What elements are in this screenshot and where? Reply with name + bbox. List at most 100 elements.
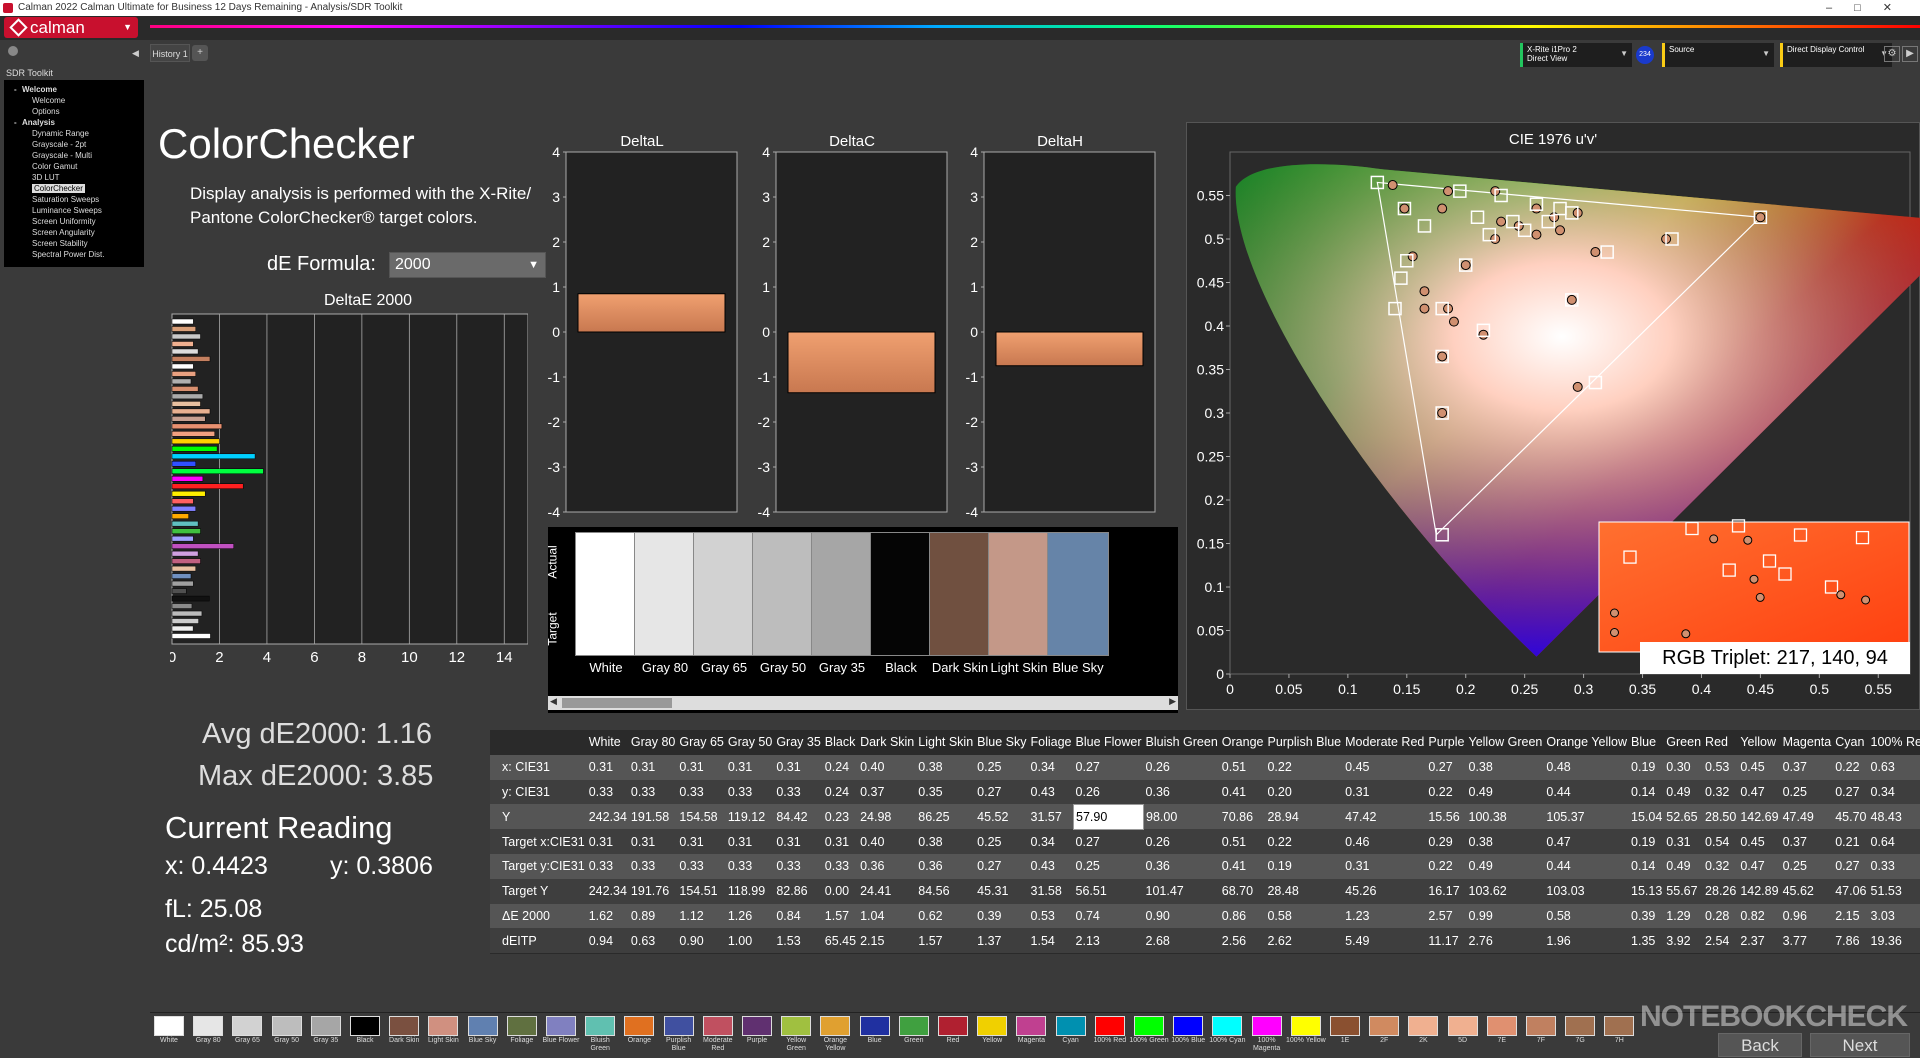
bottom-swatch[interactable]	[506, 1016, 537, 1036]
nav-item[interactable]: Screen Angularity	[4, 227, 144, 238]
settings-icon[interactable]: ⚙	[1884, 46, 1900, 62]
table-cell: 0.45	[1740, 834, 1765, 849]
bottom-swatch[interactable]	[1251, 1016, 1282, 1036]
scroll-right-icon[interactable]: ▶	[1169, 696, 1176, 706]
bottom-swatch[interactable]	[585, 1016, 616, 1036]
bottom-swatch[interactable]	[154, 1016, 184, 1036]
nav-item[interactable]: 3D LUT	[4, 172, 144, 183]
add-tab-button[interactable]: +	[192, 45, 208, 61]
back-button[interactable]: Back	[1718, 1033, 1802, 1057]
bottom-swatch[interactable]	[1408, 1016, 1439, 1036]
bottom-swatch[interactable]	[1016, 1016, 1047, 1036]
bottom-swatch[interactable]	[1526, 1016, 1556, 1036]
color-swatch[interactable]	[988, 532, 1050, 656]
bottom-swatch[interactable]	[820, 1016, 851, 1036]
color-swatch[interactable]	[693, 532, 755, 656]
scroll-thumb[interactable]	[562, 698, 672, 708]
collapse-right-icon[interactable]: ▶	[1902, 46, 1918, 62]
bottom-swatch[interactable]	[1134, 1016, 1164, 1036]
bottom-swatch[interactable]	[1094, 1016, 1125, 1036]
bottom-swatch[interactable]	[350, 1016, 380, 1036]
bottom-swatch[interactable]	[193, 1016, 224, 1036]
nav-item[interactable]: Grayscale - 2pt	[4, 139, 144, 150]
swatch-label: Dark Skin	[931, 660, 989, 675]
x-tick-label: 0.05	[1275, 681, 1302, 697]
nav-item[interactable]: Options	[4, 106, 144, 117]
bottom-swatch-label: Magenta	[1017, 1037, 1046, 1044]
color-swatch[interactable]	[870, 532, 932, 656]
bottom-swatch[interactable]	[781, 1016, 812, 1036]
nav-item[interactable]: Luminance Sweeps	[4, 205, 144, 216]
measured-point	[1566, 294, 1577, 305]
color-swatch[interactable]	[575, 532, 637, 656]
nav-item[interactable]: Spectral Power Dist.	[4, 249, 144, 260]
source-selector[interactable]: Source ▼	[1662, 43, 1774, 67]
bottom-swatch[interactable]	[389, 1016, 420, 1036]
color-swatch[interactable]	[811, 532, 873, 656]
color-swatch[interactable]	[929, 532, 991, 656]
bottom-swatch[interactable]	[702, 1016, 733, 1036]
bottom-swatch[interactable]	[1604, 1016, 1635, 1036]
bottom-swatch[interactable]	[1173, 1016, 1204, 1036]
table-cell: 0.48	[1546, 760, 1571, 775]
swatch-label: Gray 65	[700, 660, 748, 675]
table-cell: 15.56	[1428, 809, 1460, 824]
table-cell: 0.22	[1428, 784, 1453, 799]
bottom-swatch[interactable]	[1212, 1016, 1243, 1036]
nav-item[interactable]: Welcome	[4, 95, 144, 106]
nav-item[interactable]: Screen Stability	[4, 238, 144, 249]
table-cell: 0.32	[1705, 859, 1730, 874]
bottom-swatch[interactable]	[310, 1016, 341, 1036]
color-swatch[interactable]	[634, 532, 696, 656]
bottom-swatch[interactable]	[898, 1016, 929, 1036]
swatch-scrollbar[interactable]: ◀ ▶	[548, 696, 1178, 710]
meter-selector[interactable]: X-Rite i1Pro 2 Direct View ▼	[1520, 43, 1632, 67]
target-point	[1588, 375, 1603, 390]
nav-item[interactable]: Analysis	[4, 117, 144, 128]
bottom-swatch[interactable]	[271, 1016, 302, 1036]
bottom-swatch[interactable]	[938, 1016, 968, 1036]
left-panel: ◀ SDR Toolkit Welcome Welcome Options Analy…	[0, 40, 150, 1058]
window-controls[interactable]: –□✕	[1826, 2, 1914, 14]
bottom-swatch[interactable]	[1565, 1016, 1596, 1036]
tab-history[interactable]: History 1	[150, 44, 190, 62]
color-swatch[interactable]	[1047, 532, 1109, 656]
target-point	[1482, 227, 1497, 242]
bottom-swatch[interactable]	[1447, 1016, 1478, 1036]
collapse-left-icon[interactable]: ◀	[132, 48, 139, 58]
bottom-swatch[interactable]	[1290, 1016, 1321, 1036]
bottom-swatch[interactable]	[232, 1016, 263, 1036]
nav-item[interactable]: Welcome	[4, 84, 144, 95]
bottom-swatch[interactable]	[859, 1016, 890, 1036]
calman-menu-button[interactable]: calman ▼	[4, 17, 138, 38]
bottom-swatch[interactable]	[546, 1016, 576, 1036]
bottom-swatch[interactable]	[428, 1016, 459, 1036]
scroll-left-icon[interactable]: ◀	[550, 696, 557, 706]
table-cell: 0.45	[1345, 760, 1370, 775]
display-selector[interactable]: Direct Display Control ▼	[1780, 43, 1892, 67]
nav-item[interactable]: Grayscale - Multi	[4, 150, 144, 161]
table-cell: 45.26	[1345, 884, 1377, 899]
bottom-swatch[interactable]	[1369, 1016, 1400, 1036]
gear-icon[interactable]	[8, 46, 18, 56]
bottom-swatch[interactable]	[977, 1016, 1008, 1036]
nav-item[interactable]: Screen Uniformity	[4, 216, 144, 227]
nav-item[interactable]: ColorChecker	[4, 183, 144, 194]
bottom-swatch[interactable]	[1330, 1016, 1360, 1036]
nav-item[interactable]: Dynamic Range	[4, 128, 144, 139]
meter-badge[interactable]: 234	[1636, 46, 1654, 64]
bottom-swatch[interactable]	[467, 1016, 498, 1036]
color-swatch[interactable]	[752, 532, 814, 656]
bottom-swatch[interactable]	[1486, 1016, 1517, 1036]
bottom-swatch[interactable]	[1055, 1016, 1086, 1036]
next-button[interactable]: Next	[1810, 1033, 1910, 1057]
de-formula-select[interactable]: 2000 ▼	[389, 252, 546, 278]
nav-item[interactable]: Saturation Sweeps	[4, 194, 144, 205]
bottom-swatch[interactable]	[742, 1016, 772, 1036]
deltae-bar	[171, 520, 199, 527]
nav-item[interactable]: Color Gamut	[4, 161, 144, 172]
bottom-swatch[interactable]	[624, 1016, 655, 1036]
bottom-swatch[interactable]	[663, 1016, 694, 1036]
zoom-measured	[1610, 628, 1619, 637]
table-cell[interactable]: 57.90	[1073, 803, 1145, 830]
